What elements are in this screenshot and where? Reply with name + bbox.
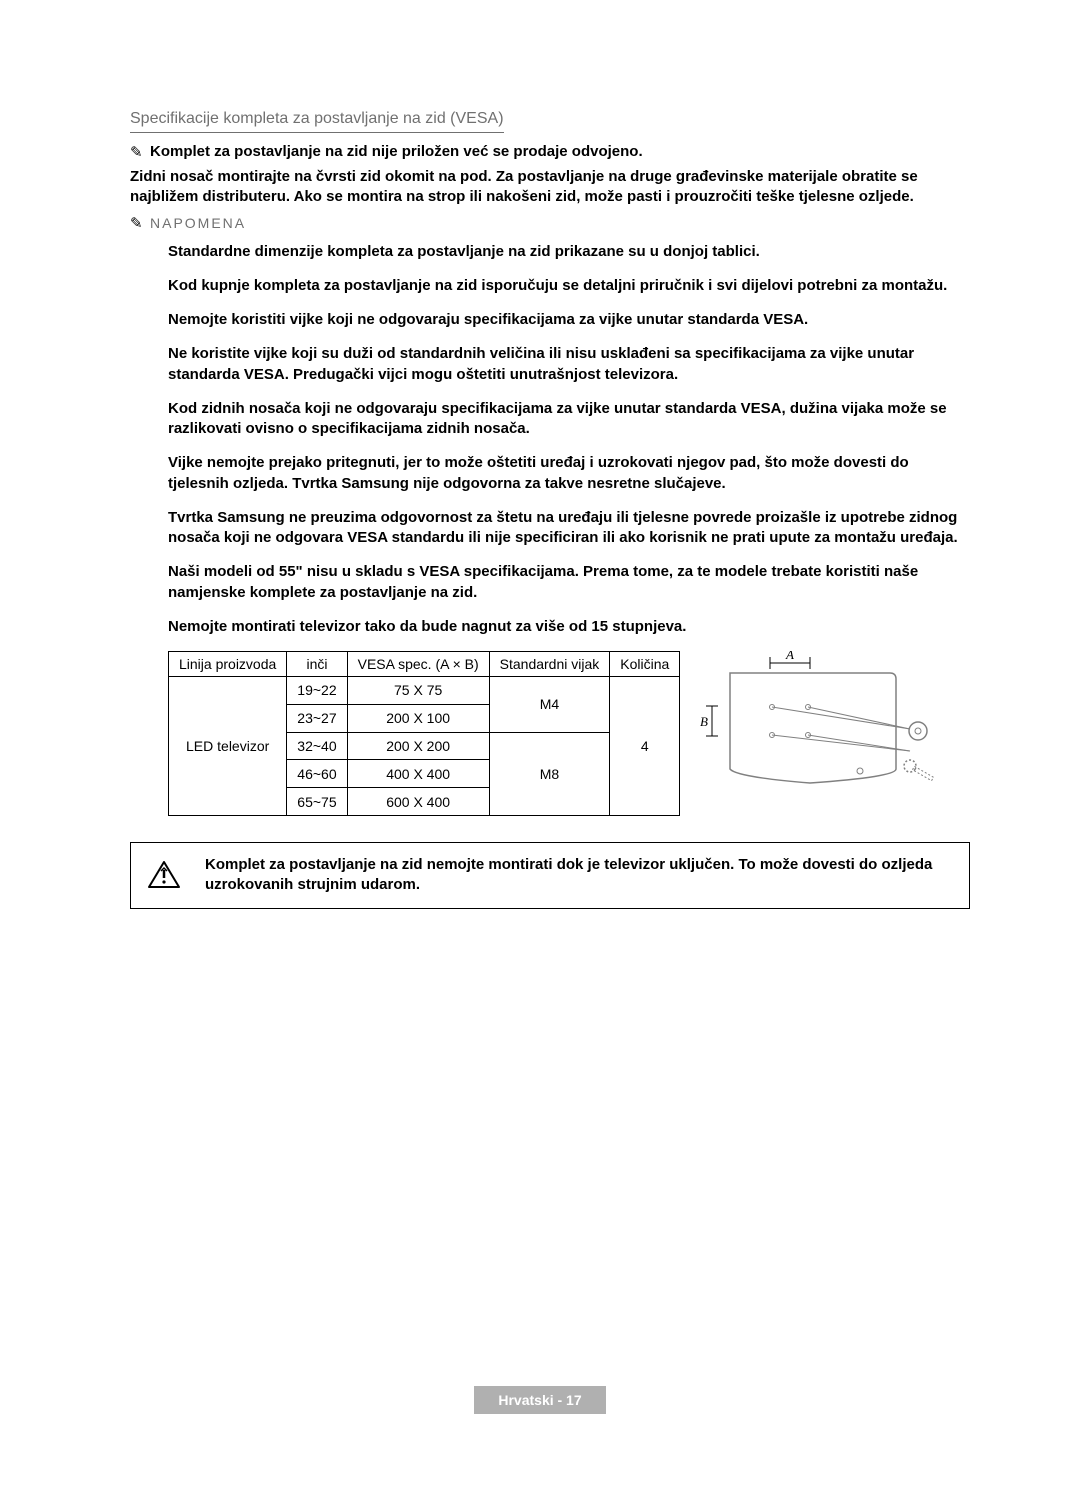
- vesa-diagram-svg: A B: [700, 651, 950, 811]
- cell-vesa: 600 X 400: [347, 788, 489, 816]
- spec-table: Linija proizvoda inči VESA spec. (A × B)…: [168, 651, 680, 816]
- note-item: Ne koristite vijke koji su duži od stand…: [168, 344, 970, 385]
- cell-inches: 23~27: [287, 704, 347, 732]
- note-item: Standardne dimenzije kompleta za postavl…: [168, 242, 970, 262]
- th-product-line: Linija proizvoda: [169, 652, 287, 677]
- footer-badge: Hrvatski - 17: [474, 1386, 605, 1414]
- note-item: Vijke nemojte prejako pritegnuti, jer to…: [168, 453, 970, 494]
- note-item: Tvrtka Samsung ne preuzima odgovornost z…: [168, 508, 970, 549]
- cell-inches: 65~75: [287, 788, 347, 816]
- diagram-label-a: A: [785, 651, 794, 662]
- note-item: Kod kupnje kompleta za postavljanje na z…: [168, 276, 970, 296]
- cell-vesa: 200 X 200: [347, 732, 489, 760]
- cell-inches: 46~60: [287, 760, 347, 788]
- cell-vesa: 200 X 100: [347, 704, 489, 732]
- note-item: Kod zidnih nosača koji ne odgovaraju spe…: [168, 399, 970, 440]
- bullet-item: ✎ Komplet za postavljanje na zid nije pr…: [130, 143, 970, 161]
- th-inches: inči: [287, 652, 347, 677]
- notes-label: NAPOMENA: [150, 215, 246, 231]
- notes-header: ✎ NAPOMENA: [130, 214, 970, 232]
- bullet-icon: ✎: [130, 143, 150, 161]
- cell-inches: 32~40: [287, 732, 347, 760]
- cell-product-line: LED televizor: [169, 677, 287, 816]
- intro-paragraph: Zidni nosač montirajte na čvrsti zid oko…: [130, 167, 970, 208]
- note-list: Standardne dimenzije kompleta za postavl…: [130, 242, 970, 817]
- warning-text: Komplet za postavljanje na zid nemojte m…: [205, 855, 953, 896]
- warning-icon: [147, 860, 181, 890]
- vesa-diagram: A B: [700, 651, 970, 816]
- cell-qty: 4: [610, 677, 680, 816]
- cell-screw: M8: [489, 732, 610, 815]
- warning-box: Komplet za postavljanje na zid nemojte m…: [130, 842, 970, 909]
- diagram-label-b: B: [700, 714, 708, 729]
- cell-vesa: 400 X 400: [347, 760, 489, 788]
- table-header-row: Linija proizvoda inči VESA spec. (A × B)…: [169, 652, 680, 677]
- note-item: Naši modeli od 55" nisu u skladu s VESA …: [168, 562, 970, 603]
- page-footer: Hrvatski - 17: [0, 1386, 1080, 1414]
- th-screw: Standardni vijak: [489, 652, 610, 677]
- table-row: LED televizor 19~22 75 X 75 M4 4: [169, 677, 680, 705]
- th-qty: Količina: [610, 652, 680, 677]
- note-item: Nemojte koristiti vijke koji ne odgovara…: [168, 310, 970, 330]
- screw-icon: [902, 758, 936, 784]
- cell-screw: M4: [489, 677, 610, 733]
- bullet-text: Komplet za postavljanje na zid nije pril…: [150, 143, 643, 160]
- cell-inches: 19~22: [287, 677, 347, 705]
- cell-vesa: 75 X 75: [347, 677, 489, 705]
- section-title: Specifikacije kompleta za postavljanje n…: [130, 110, 504, 133]
- note-item: Nemojte montirati televizor tako da bude…: [168, 617, 970, 637]
- th-vesa: VESA spec. (A × B): [347, 652, 489, 677]
- bullet-icon: ✎: [130, 214, 150, 232]
